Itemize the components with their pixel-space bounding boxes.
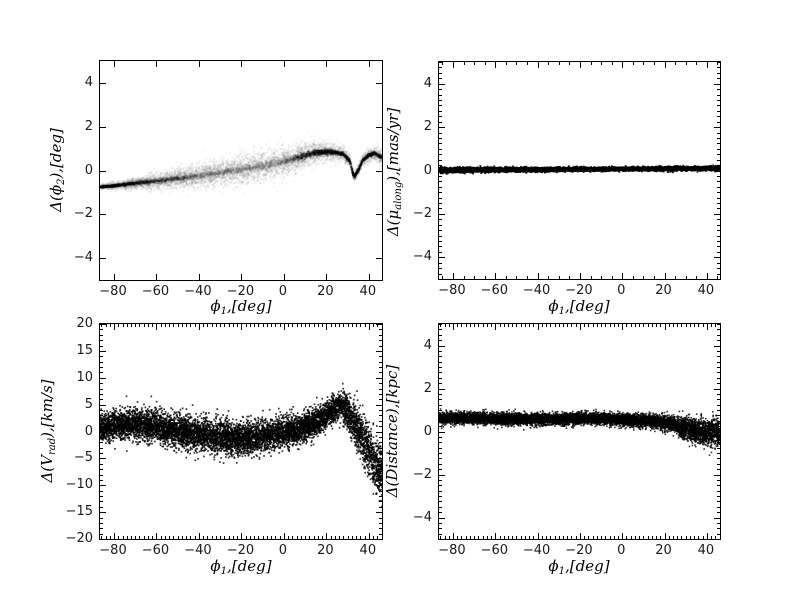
x-tick-label: 20: [317, 543, 334, 558]
x-tick-label: −20: [565, 283, 593, 298]
phi2-scatter-canvas: [100, 61, 382, 280]
x-tick-label: 40: [697, 543, 715, 558]
y-tick-label: 0: [84, 162, 93, 178]
x-tick-label: −40: [522, 543, 551, 558]
x-tick-label: −60: [480, 283, 508, 298]
y-tick-label: 10: [76, 369, 93, 385]
x-tick-label: −20: [226, 543, 255, 558]
x-tick-label: −40: [522, 283, 551, 298]
x-tick-label: 40: [359, 543, 377, 558]
panel-distance: [438, 323, 721, 540]
y-tick-label: 4: [84, 74, 93, 90]
y-tick-label: −2: [412, 205, 432, 221]
panel-phi2: [99, 60, 383, 281]
y-tick-label: 0: [84, 423, 93, 439]
y-tick-label: −2: [73, 206, 93, 222]
xlabel-mu-along: ϕ1,[deg]: [548, 297, 610, 317]
y-tick-label: 2: [423, 380, 432, 396]
y-tick-label: 15: [76, 342, 93, 358]
xlabel-distance: ϕ1,[deg]: [548, 557, 610, 577]
x-tick-label: −80: [99, 284, 127, 299]
x-tick-label: 20: [317, 284, 334, 299]
x-tick-label: −20: [226, 284, 255, 299]
y-tick-label: −4: [412, 249, 432, 265]
y-tick-label: −20: [65, 531, 93, 546]
x-tick-label: 20: [655, 543, 672, 558]
panel-v-rad: [99, 323, 383, 540]
y-tick-label: 2: [84, 118, 93, 134]
y-tick-label: 2: [423, 119, 432, 135]
y-tick-label: 0: [423, 423, 432, 439]
x-tick-label: −80: [99, 543, 127, 558]
x-tick-label: −20: [565, 543, 593, 558]
x-tick-label: 0: [617, 543, 626, 558]
y-tick-label: −10: [65, 477, 93, 493]
x-tick-label: 40: [697, 283, 715, 298]
x-tick-label: −40: [184, 284, 212, 299]
y-tick-label: 4: [423, 337, 432, 353]
v-rad-scatter-canvas: [100, 324, 382, 539]
x-tick-label: 0: [617, 283, 626, 298]
x-tick-label: −40: [184, 543, 212, 558]
y-tick-label: −15: [65, 504, 93, 520]
y-tick-label: −5: [73, 450, 93, 466]
x-tick-label: −60: [480, 543, 508, 558]
xlabel-phi2: ϕ1,[deg]: [210, 297, 272, 317]
distance-scatter-canvas: [439, 324, 720, 539]
y-tick-label: 0: [423, 162, 432, 178]
x-tick-label: 0: [278, 543, 288, 558]
y-tick-label: −4: [412, 509, 432, 525]
x-tick-label: −80: [438, 283, 466, 298]
x-tick-label: −60: [141, 284, 170, 299]
y-tick-label: −4: [73, 250, 93, 266]
y-tick-label: 20: [76, 316, 93, 331]
y-tick-label: 4: [423, 75, 432, 91]
x-tick-label: −80: [438, 543, 466, 558]
x-tick-label: 40: [359, 284, 377, 299]
mu-along-scatter-canvas: [439, 62, 720, 279]
y-tick-label: 5: [84, 396, 93, 412]
x-tick-label: 0: [278, 284, 288, 299]
x-tick-label: −60: [141, 543, 170, 558]
y-tick-label: −2: [412, 466, 432, 482]
xlabel-v-rad: ϕ1,[deg]: [210, 557, 272, 577]
panel-mu-along: [438, 61, 721, 280]
x-tick-label: 20: [655, 283, 672, 298]
